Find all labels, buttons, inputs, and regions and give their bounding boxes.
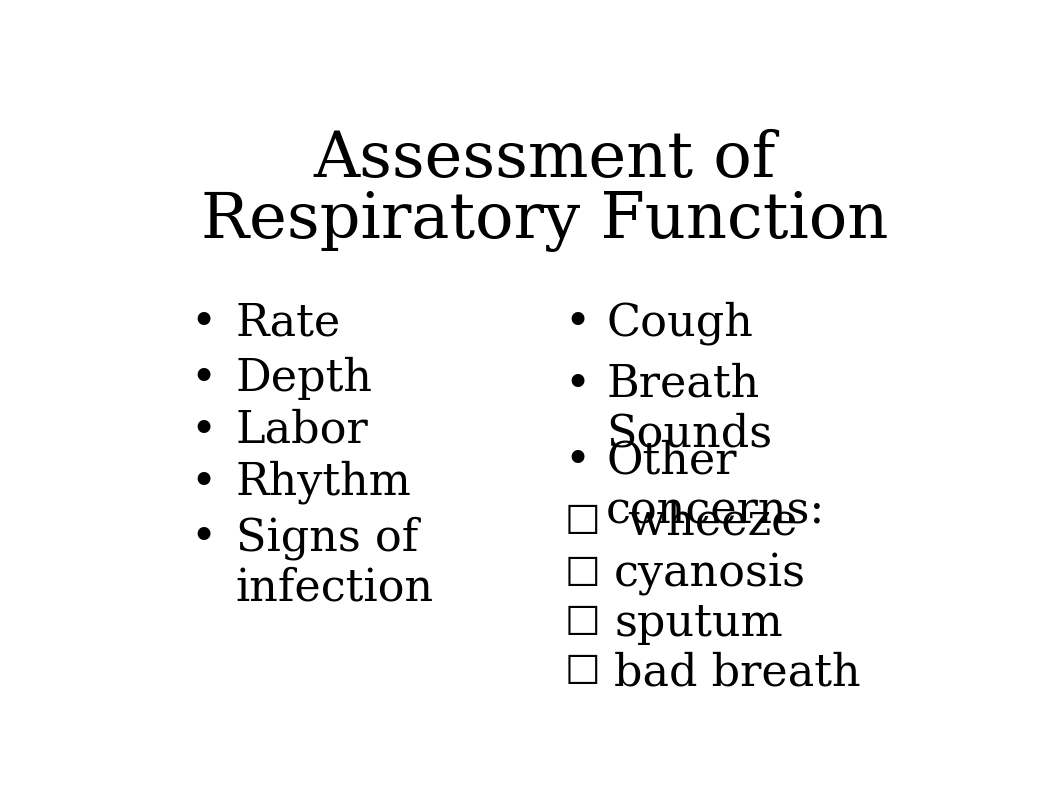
Text: □: □: [565, 602, 600, 638]
Text: Respiratory Function: Respiratory Function: [201, 190, 888, 252]
Text: Breath
Sounds: Breath Sounds: [606, 363, 772, 456]
Text: •: •: [190, 356, 217, 399]
Text: •: •: [565, 301, 590, 344]
Text: Rate: Rate: [236, 301, 341, 344]
Text: •: •: [190, 409, 217, 452]
Text: •: •: [190, 461, 217, 504]
Text: Signs of
infection: Signs of infection: [236, 516, 433, 610]
Text: Assessment of: Assessment of: [313, 129, 775, 190]
Text: □: □: [565, 501, 600, 536]
Text: •: •: [190, 301, 217, 344]
Text: Depth: Depth: [236, 356, 373, 399]
Text: Cough: Cough: [606, 301, 753, 345]
Text: cyanosis: cyanosis: [614, 553, 806, 596]
Text: wheeze: wheeze: [614, 501, 798, 544]
Text: □: □: [565, 553, 600, 589]
Text: □: □: [565, 651, 600, 687]
Text: •: •: [190, 516, 217, 559]
Text: Rhythm: Rhythm: [236, 461, 411, 505]
Text: sputum: sputum: [614, 602, 783, 645]
Text: Other
concerns:: Other concerns:: [606, 439, 825, 532]
Text: •: •: [565, 439, 590, 482]
Text: bad breath: bad breath: [614, 651, 861, 694]
Text: Labor: Labor: [236, 409, 369, 452]
Text: •: •: [565, 363, 590, 406]
